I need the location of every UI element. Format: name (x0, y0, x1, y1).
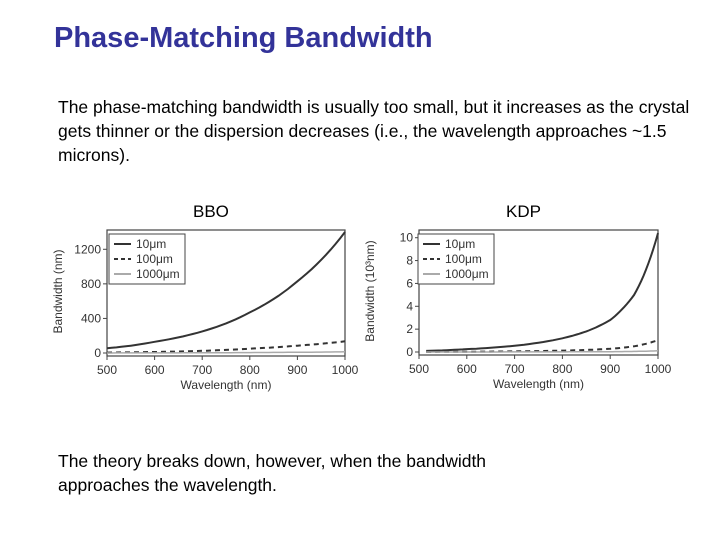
kdp-x-tick-label: 1000 (645, 362, 672, 376)
bbo-x-tick-label: 1000 (332, 363, 359, 377)
kdp-y-tick-label: 0 (406, 345, 413, 359)
kdp-series-2 (426, 350, 659, 353)
bbo-y-tick-label: 0 (94, 346, 101, 360)
bbo-series-1 (106, 340, 346, 354)
intro-text: The phase-matching bandwidth is usually … (58, 97, 690, 165)
bbo-series-0 (106, 231, 346, 350)
bbo-y-axis-label: Bandwidth (nm) (51, 249, 65, 333)
kdp-y-tick-label: 8 (406, 254, 413, 268)
kdp-x-tick-label: 500 (409, 362, 429, 376)
bbo-series-2 (107, 351, 346, 354)
kdp-x-tick-label: 700 (505, 362, 525, 376)
kdp-y-tick-label: 6 (406, 276, 413, 290)
kdp-plot-frame (418, 229, 659, 356)
bbo-y-tick-label: 1200 (74, 242, 101, 256)
bbo-x-tick-label: 600 (145, 363, 165, 377)
conclusion-text: The theory breaks down, however, when th… (58, 451, 487, 495)
kdp-legend-label: 100μm (445, 252, 482, 266)
kdp-y-tick-label: 2 (406, 322, 413, 336)
bbo-x-axis-label: Wavelength (nm) (181, 378, 272, 392)
bbo-plot-frame (106, 229, 346, 357)
kdp-y-tick-label: 10 (400, 231, 414, 245)
bbo-x-tick-label: 700 (192, 363, 212, 377)
bbo-legend-label: 10μm (136, 237, 166, 251)
chart-title-kdp: KDP (506, 202, 541, 221)
slide-title: Phase-Matching Bandwidth (54, 22, 433, 54)
bbo-legend-label: 1000μm (136, 267, 180, 281)
kdp-legend-label: 1000μm (445, 267, 489, 281)
kdp-x-tick-label: 800 (552, 362, 572, 376)
kdp-x-tick-label: 600 (457, 362, 477, 376)
kdp-y-tick-label: 4 (406, 299, 413, 313)
bbo-legend-label: 100μm (136, 252, 173, 266)
kdp-x-tick-label: 900 (600, 362, 620, 376)
kdp-y-axis-label: Bandwidth (10³nm) (363, 240, 377, 341)
kdp-series-0 (426, 232, 659, 352)
kdp-legend-label: 10μm (445, 237, 475, 251)
bbo-y-tick-label: 800 (81, 277, 101, 291)
chart-title-bbo: BBO (193, 202, 229, 221)
kdp-x-axis-label: Wavelength (nm) (493, 377, 584, 391)
bbo-x-tick-label: 900 (287, 363, 307, 377)
bbo-y-tick-label: 400 (81, 311, 101, 325)
bbo-x-tick-label: 800 (240, 363, 260, 377)
bbo-x-tick-label: 500 (97, 363, 117, 377)
